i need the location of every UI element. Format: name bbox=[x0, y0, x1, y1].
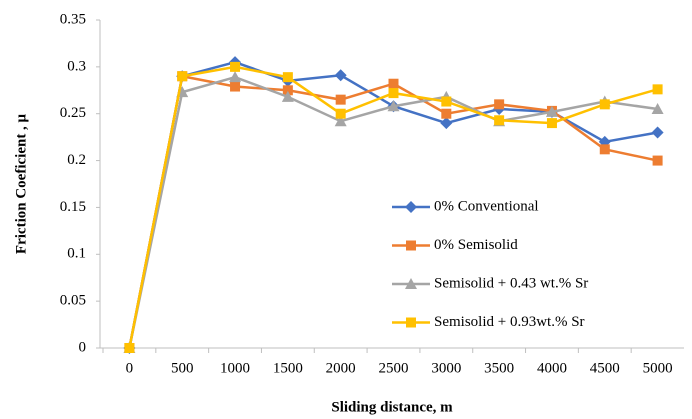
legend-marker bbox=[406, 240, 416, 251]
y-tick-label: 0.35 bbox=[60, 11, 86, 27]
legend-label: Semisolid + 0.43 wt.% Sr bbox=[434, 275, 588, 291]
marker bbox=[599, 99, 610, 110]
marker bbox=[230, 61, 241, 72]
x-tick-label: 500 bbox=[171, 360, 194, 376]
marker bbox=[282, 85, 293, 96]
y-tick-label: 0.15 bbox=[60, 199, 86, 215]
legend-label: 0% Semisolid bbox=[434, 237, 518, 253]
marker bbox=[599, 144, 610, 155]
legend-label: 0% Conventional bbox=[434, 198, 539, 214]
marker bbox=[441, 108, 452, 119]
legend-marker bbox=[406, 317, 416, 328]
series-line bbox=[128, 74, 658, 349]
y-tick-label: 0.05 bbox=[60, 293, 86, 309]
marker bbox=[230, 81, 241, 92]
marker bbox=[281, 90, 294, 102]
marker bbox=[652, 84, 663, 95]
marker bbox=[387, 100, 400, 112]
marker bbox=[494, 99, 505, 110]
marker bbox=[282, 72, 293, 83]
marker bbox=[229, 71, 242, 83]
marker bbox=[494, 115, 505, 126]
y-tick-label: 0.25 bbox=[60, 105, 86, 121]
legend-label: Semisolid + 0.93wt.% Sr bbox=[434, 314, 585, 330]
marker bbox=[440, 117, 453, 130]
x-tick-label: 2500 bbox=[379, 360, 409, 376]
y-tick-label: 0 bbox=[79, 339, 87, 355]
marker bbox=[335, 108, 346, 119]
marker bbox=[651, 126, 664, 139]
marker bbox=[388, 88, 399, 99]
legend-marker bbox=[405, 201, 417, 213]
x-tick-label: 0 bbox=[126, 360, 134, 376]
marker bbox=[546, 118, 557, 129]
marker bbox=[651, 103, 664, 115]
marker bbox=[177, 71, 188, 82]
series-line bbox=[128, 75, 658, 349]
y-tick-label: 0.1 bbox=[67, 246, 86, 262]
marker bbox=[545, 105, 558, 117]
x-tick-label: 2000 bbox=[326, 360, 356, 376]
x-axis-title: Sliding distance, m bbox=[331, 399, 453, 415]
marker bbox=[388, 78, 399, 89]
y-axis-title: Friction Coeficient , μ bbox=[13, 113, 29, 254]
marker bbox=[335, 94, 346, 105]
marker bbox=[124, 343, 135, 353]
x-tick-label: 4000 bbox=[537, 360, 567, 376]
marker bbox=[334, 69, 347, 82]
marker bbox=[441, 96, 452, 107]
y-tick-label: 0.3 bbox=[67, 58, 86, 74]
marker bbox=[652, 155, 663, 166]
x-tick-label: 3000 bbox=[431, 360, 461, 376]
x-tick-label: 1500 bbox=[273, 360, 303, 376]
marker bbox=[334, 115, 347, 127]
legend-marker bbox=[405, 278, 417, 289]
x-tick-label: 3500 bbox=[484, 360, 514, 376]
x-tick-label: 5000 bbox=[643, 360, 673, 376]
x-tick-label: 1000 bbox=[220, 360, 250, 376]
x-tick-label: 4500 bbox=[590, 360, 620, 376]
y-tick-label: 0.2 bbox=[67, 152, 86, 168]
